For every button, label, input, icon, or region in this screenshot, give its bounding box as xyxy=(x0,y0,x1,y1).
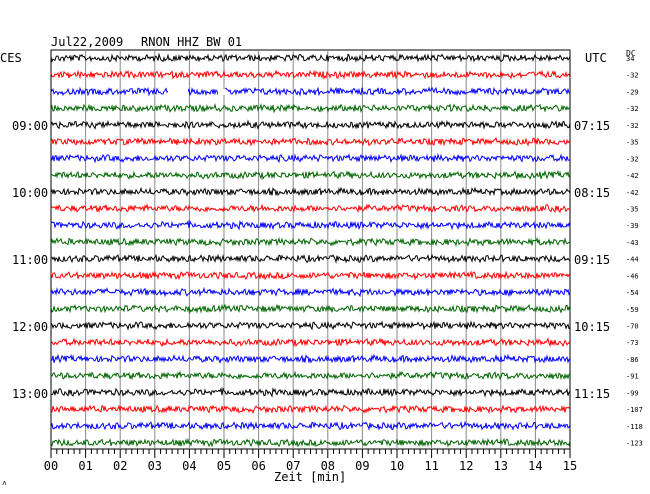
seismic-trace xyxy=(50,404,571,415)
dc-offset-value: -118 xyxy=(626,423,643,431)
corner-mark: ˄ xyxy=(2,479,7,488)
left-hour-label: 10:00 xyxy=(12,186,49,200)
dc-offset-value: -39 xyxy=(626,222,639,230)
x-tick-label: 08 xyxy=(321,459,335,473)
left-hour-label: 12:00 xyxy=(12,320,49,334)
dc-offset-value: -35 xyxy=(626,205,639,213)
dc-offset-value: -42 xyxy=(626,172,639,180)
dc-offset-value: -99 xyxy=(626,389,639,397)
seismic-trace xyxy=(50,337,571,348)
dc-offset-value: -91 xyxy=(626,373,639,381)
x-tick-label: 01 xyxy=(78,459,92,473)
x-tick-label: 03 xyxy=(148,459,162,473)
left-hour-label: 13:00 xyxy=(12,387,49,401)
data-gap xyxy=(218,89,226,95)
seismic-trace xyxy=(50,103,571,114)
x-tick-label: 15 xyxy=(563,459,577,473)
right-hour-label: 07:15 xyxy=(574,119,611,133)
seismic-trace xyxy=(50,52,571,63)
x-tick-label: 04 xyxy=(182,459,196,473)
data-gap xyxy=(168,82,188,98)
x-tick-label: 14 xyxy=(528,459,542,473)
seismic-trace xyxy=(50,203,571,214)
x-tick-label: 10 xyxy=(390,459,404,473)
dc-offset-value: -32 xyxy=(626,122,639,130)
x-axis-label: Zeit [min] xyxy=(274,470,347,484)
station-channel-id: RNON HHZ BW 01 xyxy=(141,35,243,49)
dc-offset-value: -32 xyxy=(626,105,639,113)
dc-offset-value: 34 xyxy=(626,55,634,63)
x-tick-label: 13 xyxy=(494,459,508,473)
seismic-trace xyxy=(50,303,571,315)
x-tick-label: 11 xyxy=(424,459,438,473)
dc-offset-value: -70 xyxy=(626,323,639,331)
dc-offset-header: DC xyxy=(626,49,636,58)
left-hour-label: 11:00 xyxy=(12,253,49,267)
x-tick-label: 00 xyxy=(44,459,58,473)
seismic-trace xyxy=(50,186,571,197)
dc-offset-value: -46 xyxy=(626,272,639,280)
dc-offset-value: -54 xyxy=(626,289,639,297)
x-tick-label: 12 xyxy=(459,459,473,473)
dc-offset-value: -86 xyxy=(626,356,639,364)
recording-date: Jul22,2009 xyxy=(51,35,124,49)
dc-offset-value: -32 xyxy=(626,72,639,80)
dc-offset-value: -35 xyxy=(626,139,639,147)
seismic-trace xyxy=(50,119,571,130)
seismic-trace xyxy=(50,320,571,331)
dc-offset-value: -73 xyxy=(626,339,639,347)
seismic-trace xyxy=(51,353,571,364)
dc-offset-value: -123 xyxy=(626,440,643,448)
seismic-trace xyxy=(50,69,571,80)
x-tick-label: 02 xyxy=(113,459,127,473)
x-tick-label: 05 xyxy=(217,459,231,473)
seismic-trace xyxy=(50,420,571,431)
x-tick-label: 07 xyxy=(286,459,300,473)
dc-offset-value: -43 xyxy=(626,239,639,247)
seismic-trace xyxy=(50,237,571,248)
right-hour-label: 10:15 xyxy=(574,320,611,334)
seismic-trace xyxy=(51,169,571,181)
right-hour-label: 11:15 xyxy=(574,387,611,401)
seismic-trace xyxy=(50,86,571,97)
left-hour-label: 09:00 xyxy=(12,119,49,133)
seismic-trace xyxy=(50,437,571,448)
left-timezone-label: CES xyxy=(0,51,22,65)
right-hour-label: 09:15 xyxy=(574,253,611,267)
seismic-trace xyxy=(50,386,571,398)
dc-offset-value: -107 xyxy=(626,406,643,414)
dc-offset-value: -59 xyxy=(626,306,639,314)
dc-offset-value: -29 xyxy=(626,88,639,96)
seismic-trace xyxy=(50,370,571,381)
right-timezone-label: UTC xyxy=(585,51,607,65)
right-hour-label: 08:15 xyxy=(574,186,611,200)
seismic-trace xyxy=(50,219,571,231)
seismic-trace xyxy=(50,253,571,264)
dc-offset-value: -32 xyxy=(626,155,639,163)
dc-offset-value: -44 xyxy=(626,256,639,264)
seismic-trace xyxy=(50,286,571,298)
seismic-trace xyxy=(50,136,571,147)
seismic-trace xyxy=(50,152,571,164)
x-tick-label: 09 xyxy=(355,459,369,473)
x-tick-label: 06 xyxy=(251,459,265,473)
dc-offset-value: -42 xyxy=(626,189,639,197)
seismic-trace xyxy=(50,270,571,281)
